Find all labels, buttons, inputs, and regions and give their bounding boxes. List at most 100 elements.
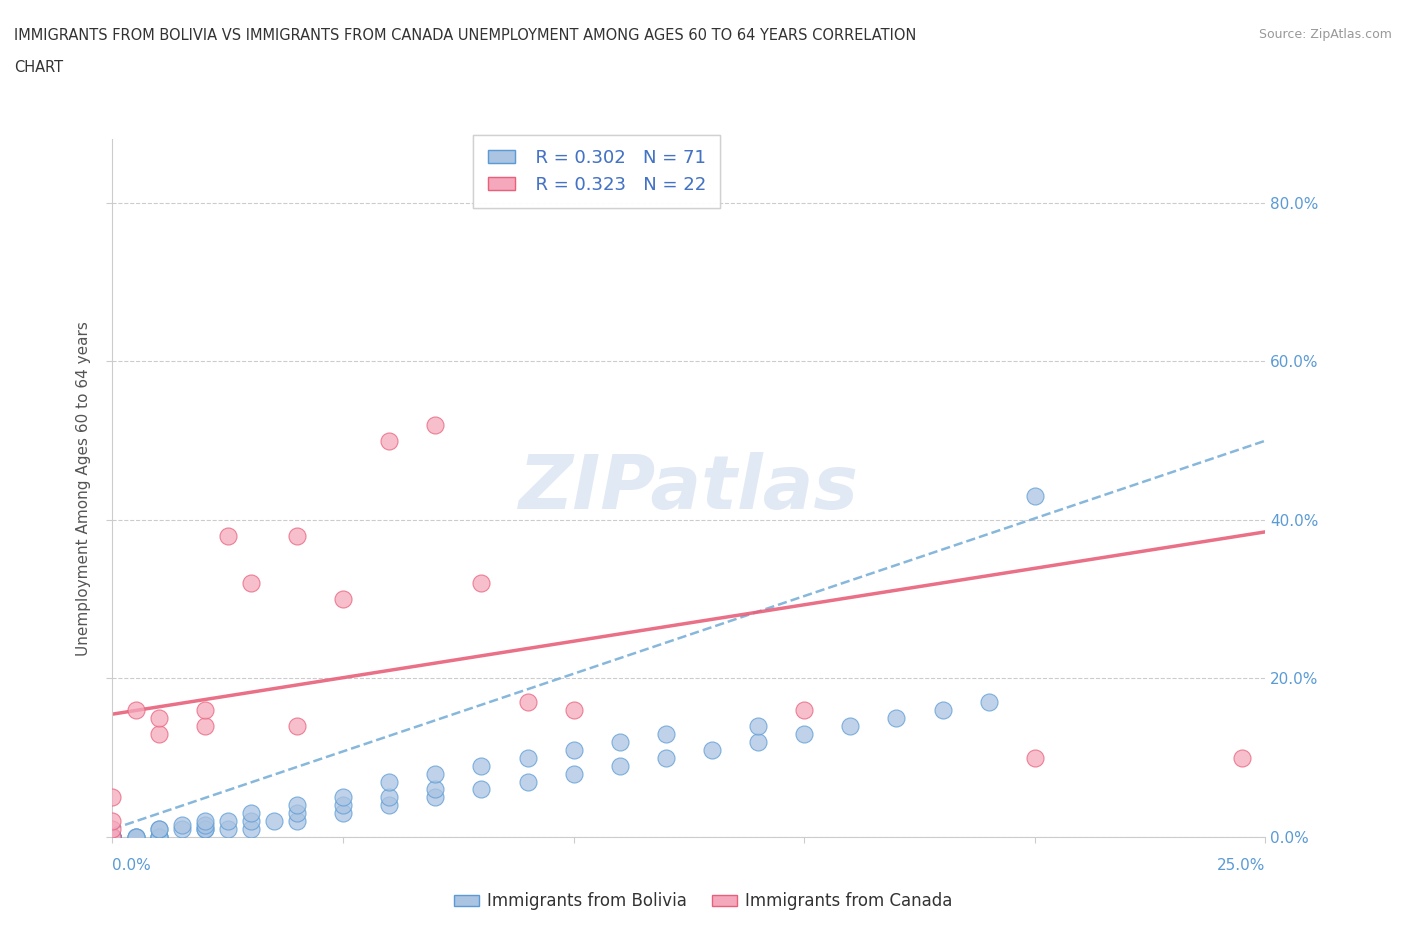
- Point: [148, 711, 170, 725]
- Point: [194, 821, 217, 836]
- Point: [332, 790, 354, 804]
- Point: [170, 821, 193, 836]
- Point: [332, 805, 354, 820]
- Point: [470, 758, 492, 773]
- Point: [101, 821, 124, 836]
- Point: [285, 805, 308, 820]
- Point: [285, 814, 308, 829]
- Point: [747, 719, 769, 734]
- Point: [332, 591, 354, 606]
- Point: [148, 821, 170, 836]
- Point: [194, 817, 217, 832]
- Point: [101, 830, 124, 844]
- Point: [101, 830, 124, 844]
- Point: [1024, 489, 1046, 504]
- Point: [425, 418, 447, 432]
- Point: [470, 576, 492, 591]
- Text: CHART: CHART: [14, 60, 63, 75]
- Point: [101, 814, 124, 829]
- Point: [101, 830, 124, 844]
- Point: [263, 814, 285, 829]
- Text: ZIPatlas: ZIPatlas: [519, 452, 859, 525]
- Point: [1232, 751, 1254, 765]
- Point: [655, 726, 678, 741]
- Point: [425, 766, 447, 781]
- Text: IMMIGRANTS FROM BOLIVIA VS IMMIGRANTS FROM CANADA UNEMPLOYMENT AMONG AGES 60 TO : IMMIGRANTS FROM BOLIVIA VS IMMIGRANTS FR…: [14, 28, 917, 43]
- Point: [101, 830, 124, 844]
- Point: [378, 790, 401, 804]
- Point: [931, 703, 953, 718]
- Point: [101, 830, 124, 844]
- Point: [148, 726, 170, 741]
- Point: [516, 751, 538, 765]
- Point: [700, 742, 723, 757]
- Point: [124, 703, 146, 718]
- Point: [101, 830, 124, 844]
- Point: [217, 821, 239, 836]
- Point: [124, 830, 146, 844]
- Point: [148, 821, 170, 836]
- Legend: Immigrants from Bolivia, Immigrants from Canada: Immigrants from Bolivia, Immigrants from…: [447, 885, 959, 917]
- Point: [148, 830, 170, 844]
- Point: [194, 719, 217, 734]
- Legend:   R = 0.302   N = 71,   R = 0.323   N = 22: R = 0.302 N = 71, R = 0.323 N = 22: [472, 135, 720, 208]
- Point: [101, 830, 124, 844]
- Point: [378, 433, 401, 448]
- Point: [194, 814, 217, 829]
- Point: [101, 830, 124, 844]
- Point: [194, 821, 217, 836]
- Point: [101, 790, 124, 804]
- Point: [562, 703, 585, 718]
- Point: [425, 782, 447, 797]
- Point: [425, 790, 447, 804]
- Point: [124, 830, 146, 844]
- Point: [101, 830, 124, 844]
- Point: [470, 782, 492, 797]
- Point: [239, 821, 262, 836]
- Point: [101, 830, 124, 844]
- Point: [285, 798, 308, 813]
- Point: [747, 735, 769, 750]
- Point: [194, 703, 217, 718]
- Point: [101, 830, 124, 844]
- Y-axis label: Unemployment Among Ages 60 to 64 years: Unemployment Among Ages 60 to 64 years: [76, 321, 91, 656]
- Point: [516, 695, 538, 710]
- Point: [101, 830, 124, 844]
- Point: [1024, 751, 1046, 765]
- Point: [239, 576, 262, 591]
- Point: [332, 798, 354, 813]
- Point: [378, 798, 401, 813]
- Point: [285, 719, 308, 734]
- Point: [101, 830, 124, 844]
- Point: [516, 774, 538, 789]
- Point: [977, 695, 1000, 710]
- Point: [101, 830, 124, 844]
- Text: 0.0%: 0.0%: [112, 857, 152, 872]
- Point: [793, 703, 815, 718]
- Point: [562, 742, 585, 757]
- Point: [609, 735, 631, 750]
- Point: [101, 830, 124, 844]
- Point: [170, 817, 193, 832]
- Point: [239, 814, 262, 829]
- Point: [839, 719, 862, 734]
- Point: [285, 528, 308, 543]
- Point: [217, 814, 239, 829]
- Point: [655, 751, 678, 765]
- Text: 25.0%: 25.0%: [1218, 857, 1265, 872]
- Point: [148, 830, 170, 844]
- Point: [609, 758, 631, 773]
- Point: [101, 830, 124, 844]
- Point: [217, 528, 239, 543]
- Point: [239, 805, 262, 820]
- Point: [101, 830, 124, 844]
- Point: [101, 830, 124, 844]
- Point: [101, 830, 124, 844]
- Point: [562, 766, 585, 781]
- Point: [378, 774, 401, 789]
- Point: [793, 726, 815, 741]
- Point: [148, 830, 170, 844]
- Text: Source: ZipAtlas.com: Source: ZipAtlas.com: [1258, 28, 1392, 41]
- Point: [886, 711, 908, 725]
- Point: [101, 830, 124, 844]
